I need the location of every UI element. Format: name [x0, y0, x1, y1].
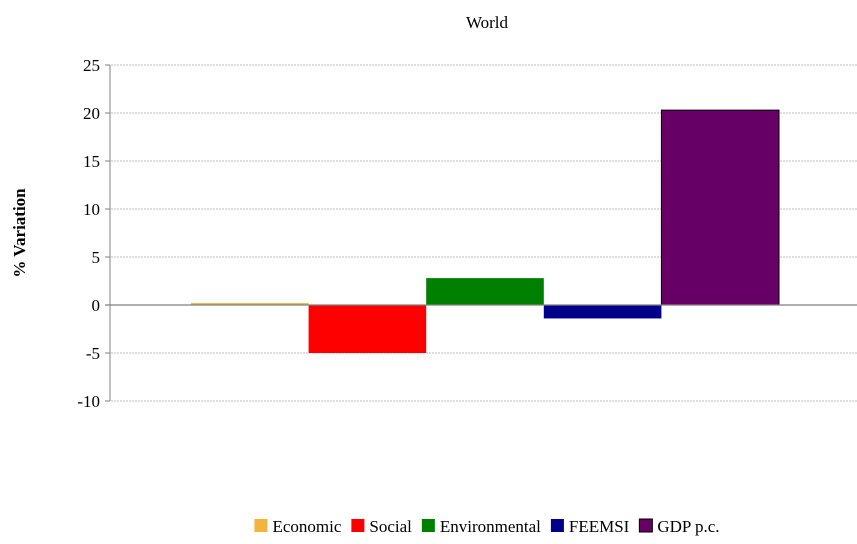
legend-swatch	[638, 518, 653, 533]
bar-gdp-p-c	[660, 109, 780, 306]
y-tick-label: 20	[83, 104, 100, 123]
y-axis-ticks: 25 20 15 10 5 0 -5 -10	[77, 56, 110, 411]
y-tick-label: 5	[92, 248, 101, 267]
y-axis-label: % Variation	[10, 188, 29, 278]
legend-swatch	[421, 519, 435, 532]
y-tick-label: 0	[92, 296, 101, 315]
y-tick-label: 25	[83, 56, 100, 75]
legend-swatch	[254, 519, 268, 532]
bar-social	[308, 305, 427, 353]
y-tick-label: -5	[86, 344, 100, 363]
y-tick-label: 15	[83, 152, 100, 171]
bar-feemsi	[543, 305, 662, 319]
legend-swatch	[351, 519, 365, 532]
gridlines	[105, 64, 857, 402]
legend: Economic Social Environmental FEEMSI GDP p.c…	[254, 517, 720, 536]
legend-label: Social	[369, 517, 412, 536]
y-tick-label: -10	[77, 392, 100, 411]
legend-label: Economic	[272, 517, 341, 536]
y-tick-label: 10	[83, 200, 100, 219]
bars	[191, 109, 780, 353]
chart-title: World	[466, 13, 509, 32]
bar-environmental	[426, 278, 544, 305]
legend-swatch	[550, 519, 564, 532]
legend-label: FEEMSI	[569, 517, 630, 536]
legend-label: Environmental	[440, 517, 541, 536]
legend-label: GDP p.c.	[657, 517, 719, 536]
bar-economic	[191, 303, 309, 305]
